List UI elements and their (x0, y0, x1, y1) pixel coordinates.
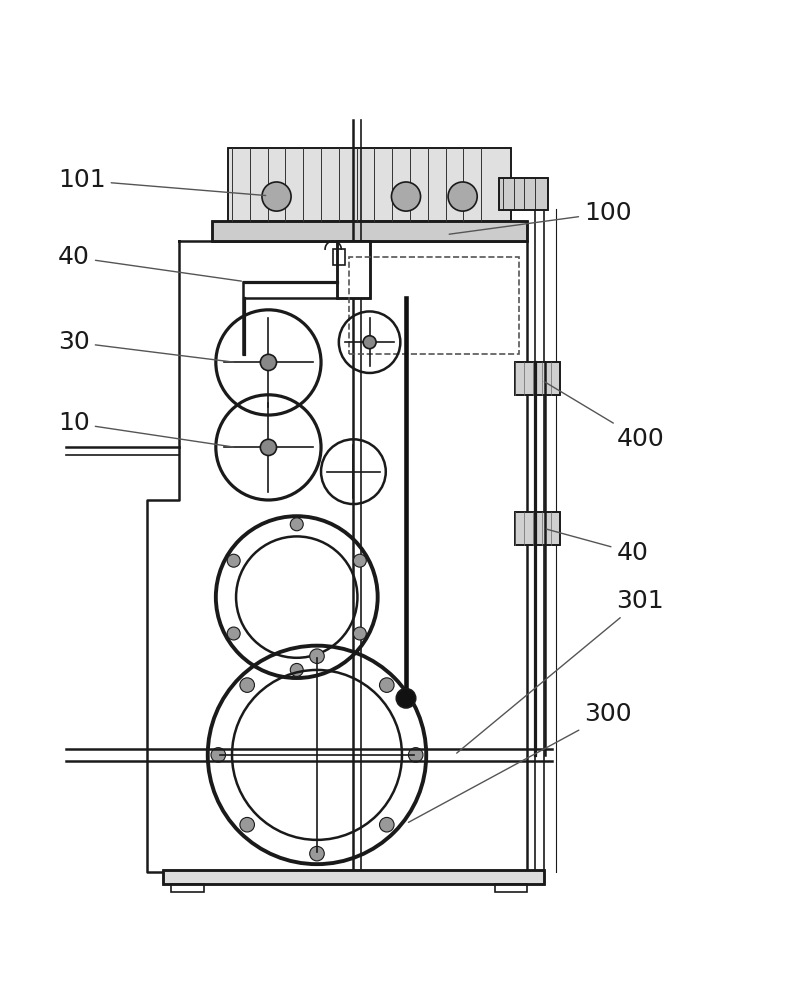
Bar (228, 148, 511, 221)
Circle shape (391, 182, 420, 211)
Circle shape (239, 817, 254, 832)
Text: 40: 40 (546, 529, 647, 565)
Polygon shape (147, 241, 526, 872)
Text: 40: 40 (58, 245, 241, 281)
Bar (499, 178, 547, 210)
Bar (349, 257, 519, 354)
Bar (171, 884, 204, 892)
Bar (515, 362, 559, 395)
Circle shape (260, 354, 277, 371)
Circle shape (363, 336, 375, 349)
Circle shape (379, 678, 393, 692)
Bar (212, 221, 526, 241)
Circle shape (239, 678, 254, 692)
Circle shape (262, 182, 290, 211)
Circle shape (396, 689, 415, 708)
Bar (163, 870, 543, 884)
Text: 400: 400 (543, 382, 663, 451)
Bar (337, 241, 369, 298)
Circle shape (290, 663, 303, 676)
Text: 10: 10 (58, 411, 233, 447)
Text: 300: 300 (408, 702, 631, 822)
Circle shape (353, 554, 366, 567)
Bar (499, 178, 547, 210)
Text: 301: 301 (456, 589, 663, 753)
Circle shape (211, 748, 225, 762)
Circle shape (408, 748, 423, 762)
Circle shape (309, 649, 324, 663)
Bar (212, 221, 526, 241)
Circle shape (260, 439, 277, 455)
Bar (515, 362, 559, 395)
Circle shape (227, 627, 240, 640)
Bar (333, 249, 345, 265)
Circle shape (353, 627, 366, 640)
Circle shape (309, 846, 324, 861)
Circle shape (379, 817, 393, 832)
Bar (337, 241, 369, 298)
Text: 100: 100 (448, 201, 631, 234)
Bar (495, 884, 526, 892)
Bar (163, 870, 543, 884)
Text: 30: 30 (58, 330, 233, 362)
Bar (515, 512, 559, 545)
Bar (228, 148, 511, 221)
Circle shape (290, 518, 303, 531)
Bar (515, 512, 559, 545)
Circle shape (227, 554, 240, 567)
Text: 101: 101 (58, 168, 265, 196)
Circle shape (448, 182, 477, 211)
